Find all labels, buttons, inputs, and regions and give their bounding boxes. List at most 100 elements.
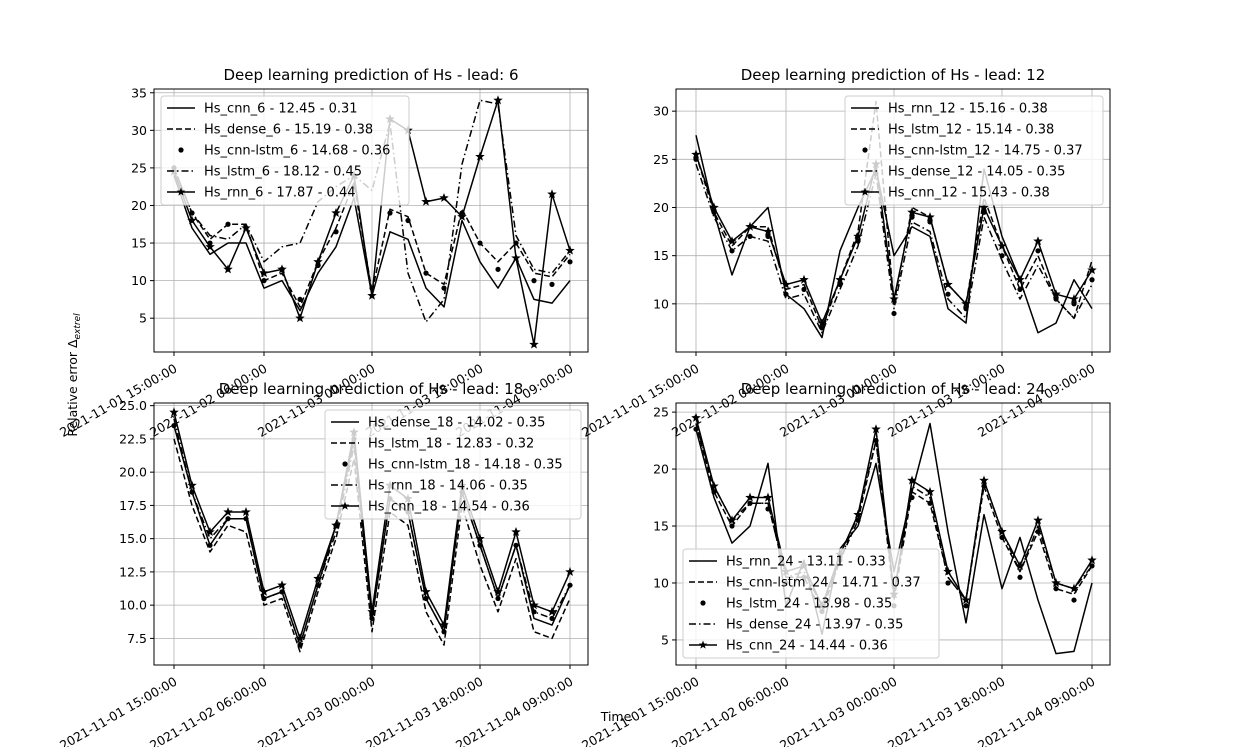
data-point-star bbox=[295, 313, 305, 323]
data-point-star bbox=[331, 520, 341, 530]
series-2 bbox=[173, 167, 571, 308]
y-tick-label: 22.5 bbox=[119, 431, 147, 446]
data-point-star bbox=[169, 407, 179, 417]
legend-entry: Hs_lstm_18 - 12.83 - 0.32 bbox=[331, 437, 534, 452]
data-point-star bbox=[565, 566, 575, 576]
legend-entry: Hs_lstm_6 - 18.12 - 0.45 bbox=[167, 165, 362, 180]
data-point-star bbox=[331, 207, 341, 218]
data-point bbox=[1053, 586, 1059, 592]
data-point-star bbox=[205, 241, 215, 251]
series-line bbox=[695, 163, 1093, 334]
data-point bbox=[387, 210, 393, 216]
data-point-star bbox=[241, 507, 251, 517]
data-point-star bbox=[493, 586, 503, 596]
y-tick-label: 15 bbox=[131, 236, 147, 251]
legend-label: Hs_cnn_12 - 15.43 - 0.38 bbox=[888, 186, 1050, 201]
data-point bbox=[495, 595, 501, 602]
legend-handle-star bbox=[340, 501, 350, 510]
data-point-star bbox=[241, 223, 251, 233]
legend-entry: Hs_cnn-lstm_18 - 14.18 - 0.35 bbox=[342, 458, 563, 473]
data-point-star bbox=[781, 279, 791, 289]
data-point bbox=[423, 595, 429, 602]
data-point-star bbox=[907, 475, 917, 485]
data-point bbox=[1089, 277, 1095, 283]
legend-handle bbox=[862, 147, 868, 153]
data-point bbox=[369, 615, 375, 622]
series-line bbox=[173, 418, 571, 646]
legend-entry: Hs_cnn-lstm_6 - 14.68 - 0.36 bbox=[178, 144, 390, 159]
axes-frame bbox=[153, 402, 589, 666]
legend: Hs_dense_18 - 14.02 - 0.35 Hs_lstm_18 - 1… bbox=[324, 409, 582, 520]
data-point-star bbox=[565, 245, 575, 255]
data-point bbox=[531, 609, 537, 615]
legend-entry: Hs_dense_6 - 15.19 - 0.38 bbox=[167, 123, 373, 138]
data-point-star bbox=[979, 202, 989, 212]
data-point-star bbox=[817, 318, 827, 328]
data-point-star bbox=[907, 207, 917, 217]
data-point-star bbox=[295, 633, 305, 643]
legend-box bbox=[682, 548, 940, 659]
y-tick-label: 25 bbox=[131, 160, 147, 175]
data-point bbox=[333, 229, 339, 235]
data-point bbox=[891, 310, 897, 317]
data-point-star bbox=[493, 95, 503, 105]
data-point-star bbox=[367, 606, 377, 616]
legend-entry: Hs_cnn_18 - 14.54 - 0.36 bbox=[331, 500, 530, 515]
data-point bbox=[711, 489, 717, 495]
legend-label: Hs_cnn_18 - 14.54 - 0.36 bbox=[368, 500, 530, 515]
legend-entry: Hs_rnn_18 - 14.06 - 0.35 bbox=[331, 479, 528, 494]
legend-handle-star bbox=[860, 187, 870, 196]
data-point-star bbox=[727, 515, 737, 525]
data-point-star bbox=[745, 492, 755, 502]
data-point-star bbox=[889, 294, 899, 304]
data-point-star bbox=[709, 202, 719, 212]
data-point-star bbox=[511, 253, 521, 263]
figure-ylabel-main: Relative error Δ bbox=[65, 339, 80, 437]
data-point-star bbox=[223, 264, 233, 274]
legend-label: Hs_lstm_18 - 12.83 - 0.32 bbox=[368, 437, 534, 452]
legend-label: Hs_rnn_6 - 17.87 - 0.44 bbox=[204, 186, 356, 201]
series-line bbox=[173, 167, 571, 308]
legend-label: Hs_cnn-lstm_6 - 14.68 - 0.36 bbox=[204, 144, 390, 159]
legend-label: Hs_lstm_6 - 18.12 - 0.45 bbox=[204, 165, 362, 180]
legend-label: Hs_cnn-lstm_18 - 14.18 - 0.35 bbox=[368, 458, 563, 473]
data-point bbox=[1071, 597, 1077, 603]
y-tick-label: 20 bbox=[131, 198, 147, 213]
y-tick-label: 5 bbox=[139, 311, 147, 326]
data-point-star bbox=[1033, 236, 1043, 246]
legend-handle-star bbox=[698, 640, 708, 649]
data-point-star bbox=[763, 226, 773, 236]
data-point-star bbox=[1069, 583, 1079, 593]
data-point bbox=[909, 494, 915, 501]
data-point-star bbox=[1051, 289, 1061, 299]
y-tick-label: 5 bbox=[661, 632, 669, 647]
axes-frame bbox=[675, 88, 1111, 353]
y-tick-label: 10 bbox=[131, 273, 147, 288]
data-point-star bbox=[223, 507, 233, 517]
data-point bbox=[963, 603, 969, 609]
data-point bbox=[297, 642, 303, 648]
series-2 bbox=[173, 438, 571, 653]
data-point bbox=[207, 542, 213, 548]
data-point-star bbox=[1015, 560, 1025, 570]
data-point-star bbox=[835, 274, 845, 284]
data-point-star bbox=[529, 600, 539, 610]
data-point-star bbox=[511, 527, 521, 537]
data-point-star bbox=[313, 256, 323, 266]
data-point-star bbox=[187, 215, 197, 225]
data-point-star bbox=[853, 509, 863, 519]
data-point-star bbox=[997, 526, 1007, 536]
data-point-star bbox=[1087, 555, 1097, 565]
data-point-star bbox=[187, 480, 197, 490]
data-point bbox=[495, 266, 501, 272]
data-point-star bbox=[943, 279, 953, 289]
data-point bbox=[549, 615, 555, 622]
legend-label: Hs_cnn_24 - 14.44 - 0.36 bbox=[726, 639, 888, 654]
y-tick-label: 15 bbox=[653, 248, 669, 263]
data-point-star bbox=[871, 424, 881, 434]
data-point-star bbox=[475, 151, 485, 161]
data-point-star bbox=[1051, 577, 1061, 588]
y-tick-label: 25.0 bbox=[119, 398, 147, 413]
data-point-star bbox=[691, 412, 701, 422]
